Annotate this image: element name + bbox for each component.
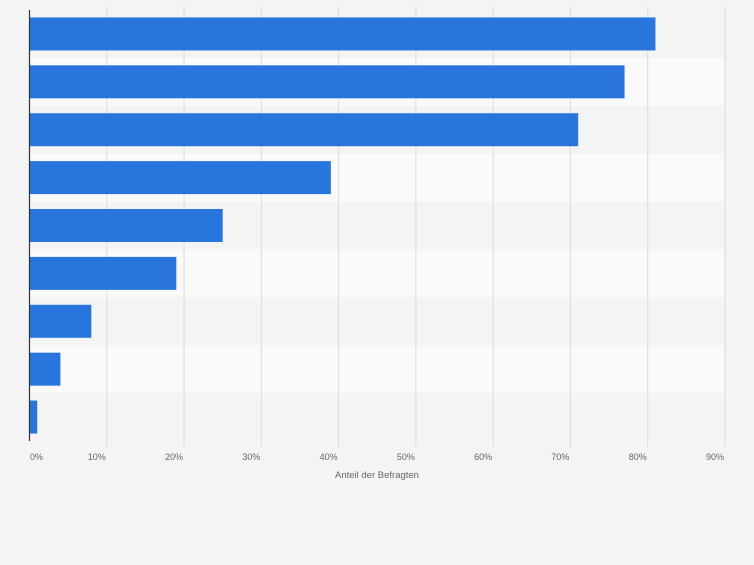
- x-tick-label: 50%: [397, 452, 415, 462]
- x-tick-label: 20%: [165, 452, 183, 462]
- x-tick-label: 30%: [242, 452, 260, 462]
- x-tick-label: 10%: [88, 452, 106, 462]
- row-band: [29, 345, 725, 394]
- x-tick-label: 80%: [629, 452, 647, 462]
- x-tick-label: 90%: [706, 452, 724, 462]
- bar[interactable]: [29, 352, 61, 386]
- row-band: [29, 393, 725, 441]
- x-tick-labels: 0% 10% 20% 30% 40% 50% 60% 70% 80% 90%: [30, 452, 724, 462]
- bars: [29, 17, 656, 434]
- bar[interactable]: [29, 209, 223, 242]
- row-band: [29, 297, 725, 346]
- x-tick-label: 60%: [474, 452, 492, 462]
- x-tick-label: 70%: [551, 452, 569, 462]
- bar[interactable]: [29, 256, 177, 290]
- x-tick-label: 0%: [30, 452, 43, 462]
- bar[interactable]: [29, 400, 38, 434]
- bar[interactable]: [29, 17, 656, 51]
- bar[interactable]: [29, 304, 92, 338]
- bar[interactable]: [29, 113, 579, 147]
- x-tick-label: 40%: [320, 452, 338, 462]
- bar[interactable]: [29, 161, 331, 195]
- bar[interactable]: [29, 65, 625, 99]
- x-axis-label: Anteil der Befragten: [335, 470, 419, 481]
